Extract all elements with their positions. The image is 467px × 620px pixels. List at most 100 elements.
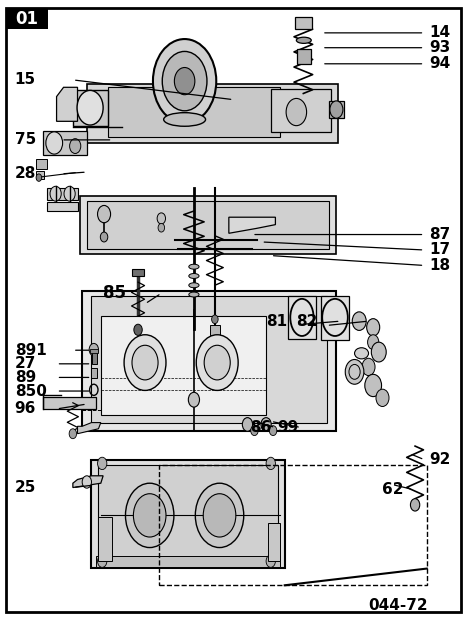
Circle shape	[162, 51, 207, 111]
Bar	[35, 159, 47, 169]
Circle shape	[266, 457, 276, 469]
Circle shape	[69, 429, 77, 439]
Ellipse shape	[354, 348, 368, 359]
Ellipse shape	[297, 37, 311, 43]
Bar	[297, 49, 311, 64]
Text: 25: 25	[14, 480, 36, 495]
Bar	[73, 90, 108, 126]
Text: 14: 14	[429, 25, 450, 40]
Text: 17: 17	[429, 242, 450, 257]
Circle shape	[204, 345, 230, 380]
Bar	[159, 464, 427, 585]
Bar	[96, 556, 280, 567]
Circle shape	[64, 186, 75, 201]
Text: 15: 15	[14, 73, 36, 87]
Circle shape	[345, 360, 364, 384]
Text: 86: 86	[250, 420, 271, 435]
Bar	[42, 131, 87, 156]
Circle shape	[70, 139, 81, 154]
Circle shape	[410, 498, 420, 511]
Bar	[90, 349, 99, 353]
Bar	[80, 195, 336, 254]
Text: 89: 89	[14, 370, 36, 385]
Bar	[108, 87, 280, 137]
Circle shape	[46, 132, 63, 154]
Bar	[321, 296, 349, 340]
Circle shape	[195, 483, 244, 547]
Circle shape	[134, 324, 142, 335]
Circle shape	[188, 392, 199, 407]
Text: 891: 891	[14, 343, 46, 358]
Circle shape	[367, 319, 380, 336]
Circle shape	[36, 174, 42, 181]
Circle shape	[98, 555, 107, 567]
Bar	[91, 368, 97, 378]
Text: 01: 01	[16, 10, 39, 28]
Bar	[47, 187, 78, 200]
Ellipse shape	[189, 292, 199, 297]
Bar	[47, 202, 78, 211]
Bar	[6, 8, 48, 29]
Text: 044-72: 044-72	[368, 598, 428, 613]
Bar	[132, 268, 144, 276]
Circle shape	[132, 345, 158, 380]
Circle shape	[286, 99, 307, 126]
Circle shape	[158, 223, 164, 232]
Circle shape	[362, 358, 375, 376]
Circle shape	[352, 312, 366, 330]
Circle shape	[100, 232, 108, 242]
Text: 27: 27	[14, 356, 36, 371]
Text: 87: 87	[429, 227, 450, 242]
Polygon shape	[78, 423, 101, 434]
Text: 82: 82	[297, 314, 318, 329]
Circle shape	[126, 483, 174, 547]
Bar	[329, 101, 344, 118]
Polygon shape	[57, 87, 78, 122]
Circle shape	[269, 426, 277, 436]
Circle shape	[153, 39, 216, 123]
Text: 850: 850	[14, 384, 47, 399]
Circle shape	[134, 494, 166, 537]
Polygon shape	[73, 476, 103, 487]
Text: 81: 81	[266, 314, 287, 329]
Circle shape	[89, 343, 99, 356]
Circle shape	[82, 476, 92, 488]
Circle shape	[368, 335, 379, 350]
Circle shape	[124, 335, 166, 391]
Circle shape	[203, 494, 236, 537]
Text: 99: 99	[277, 420, 298, 435]
Bar	[92, 459, 285, 568]
Text: 18: 18	[429, 258, 450, 273]
Circle shape	[261, 418, 271, 432]
Circle shape	[50, 186, 61, 201]
Text: 75: 75	[14, 133, 36, 148]
Circle shape	[376, 389, 389, 407]
Polygon shape	[229, 217, 276, 233]
Text: 85: 85	[103, 285, 126, 303]
Ellipse shape	[189, 273, 199, 278]
Bar	[82, 291, 336, 431]
Text: 96: 96	[14, 402, 36, 417]
Circle shape	[196, 335, 238, 391]
Bar	[271, 89, 331, 132]
Ellipse shape	[189, 264, 199, 269]
Circle shape	[212, 315, 218, 324]
Text: 94: 94	[429, 56, 450, 71]
Bar	[42, 397, 96, 409]
Text: 93: 93	[429, 40, 450, 55]
Bar	[92, 352, 97, 364]
Circle shape	[251, 426, 258, 436]
Circle shape	[98, 457, 107, 469]
Bar	[296, 17, 312, 29]
Circle shape	[330, 101, 343, 118]
Ellipse shape	[189, 283, 199, 288]
Text: 92: 92	[429, 452, 451, 467]
Text: 28: 28	[14, 166, 36, 182]
Circle shape	[98, 205, 111, 223]
Circle shape	[371, 342, 386, 362]
Bar	[269, 523, 280, 560]
Text: 62: 62	[382, 482, 404, 497]
Bar	[101, 316, 266, 415]
Bar	[99, 517, 113, 560]
Circle shape	[365, 374, 382, 397]
